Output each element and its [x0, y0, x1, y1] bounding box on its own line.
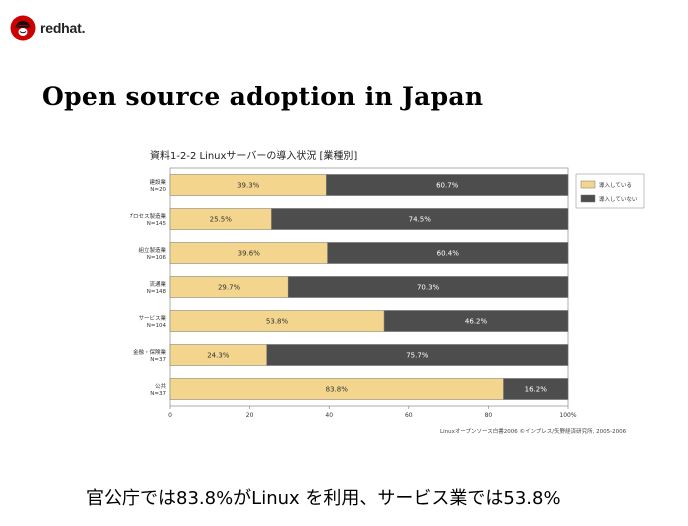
category-n-label: N=37: [150, 391, 166, 397]
category-n-label: N=106: [147, 255, 167, 261]
bar-not-adopted: [503, 378, 569, 400]
bar-not-adopted: [327, 242, 569, 264]
x-tick-label: 0: [168, 412, 172, 419]
data-label: 70.3%: [417, 284, 440, 292]
figure-title: 資料1-2-2 Linuxサーバーの導入状況 [業種別]: [150, 151, 358, 162]
bar-not-adopted: [266, 344, 569, 366]
x-tick-label: 40: [325, 412, 333, 419]
data-label: 83.8%: [326, 386, 349, 394]
category-n-label: N=20: [150, 187, 166, 193]
figure-source: Linuxオープンソース白書2006 ©インプレス/矢野経済研究所, 2005-…: [440, 429, 627, 435]
legend-swatch: [580, 194, 596, 203]
category-label: 金融・保険業: [133, 348, 167, 356]
category-label: 公共: [155, 382, 167, 390]
data-label: 75.7%: [406, 352, 429, 360]
category-n-label: N=148: [147, 289, 167, 295]
data-label: 24.3%: [207, 352, 230, 360]
data-label: 25.5%: [210, 216, 233, 224]
bar-not-adopted: [271, 208, 569, 230]
category-label: プロセス製造業: [130, 212, 166, 220]
bar-not-adopted: [326, 174, 569, 196]
x-tick-label: 60: [405, 412, 413, 419]
category-label: サービス業: [138, 314, 166, 322]
data-label: 16.2%: [525, 386, 548, 394]
data-label: 29.7%: [218, 284, 241, 292]
slide-title: Open source adoption in Japan: [42, 82, 484, 111]
data-label: 39.6%: [238, 250, 261, 258]
bar-not-adopted: [383, 310, 569, 332]
category-n-label: N=37: [150, 357, 166, 363]
redhat-logo: redhat.: [10, 15, 85, 41]
legend-label: 導入している: [599, 181, 632, 189]
legend-label: 導入していない: [599, 195, 638, 203]
data-label: 60.7%: [436, 182, 459, 190]
category-n-label: N=104: [147, 323, 167, 329]
category-label: 建設業: [149, 178, 166, 186]
shadowman-icon: [10, 15, 36, 41]
data-label: 74.5%: [409, 216, 432, 224]
x-tick-label: 100%: [559, 412, 576, 419]
legend-swatch: [580, 180, 596, 189]
x-tick-label: 20: [246, 412, 254, 419]
bar-not-adopted: [287, 276, 569, 298]
category-n-label: N=145: [147, 221, 167, 227]
data-label: 46.2%: [465, 318, 488, 326]
data-label: 39.3%: [237, 182, 260, 190]
brand-name: redhat.: [40, 20, 86, 36]
category-label: 組立製造業: [138, 246, 166, 254]
legend-box: [575, 173, 645, 209]
x-tick-label: 80: [485, 412, 493, 419]
category-label: 流通業: [149, 280, 166, 288]
slide-caption: 官公庁では83.8%がLinux を利用、サービス業では53.8%: [86, 488, 561, 509]
data-label: 53.8%: [266, 318, 289, 326]
data-label: 60.4%: [437, 250, 460, 258]
